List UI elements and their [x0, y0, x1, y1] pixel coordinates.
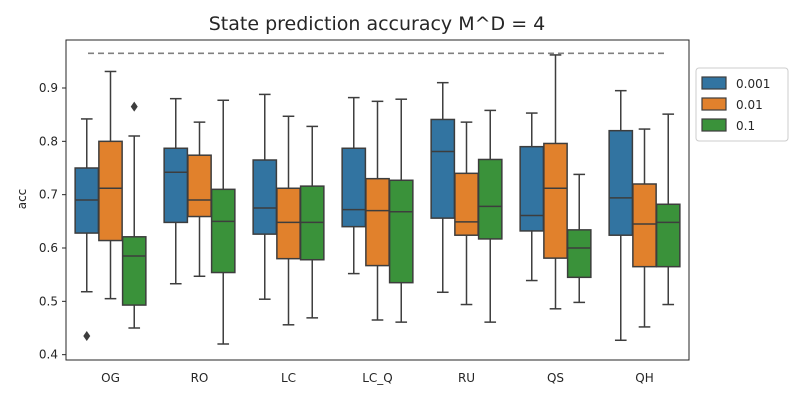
box-LC_Q-0.1 — [388, 98, 414, 323]
box-OG-0.001 — [74, 118, 100, 341]
outlier-point — [130, 101, 138, 112]
box-LC_Q-0.001 — [341, 96, 367, 275]
box-iqr — [121, 236, 147, 306]
box-iqr — [430, 118, 456, 219]
chart-title: State prediction accuracy M^D = 4 — [209, 13, 546, 35]
box-iqr — [187, 154, 212, 218]
x-tick-label: LC — [281, 371, 296, 385]
legend-swatch — [701, 118, 727, 132]
box-iqr — [98, 140, 123, 242]
box-iqr — [543, 142, 568, 259]
box-iqr — [365, 177, 390, 267]
box-QS-0.001 — [519, 112, 545, 282]
box-RU-0.1 — [477, 109, 503, 323]
y-tick-label: 0.4 — [39, 348, 58, 362]
box-iqr — [388, 179, 414, 284]
box-QH-0.1 — [655, 113, 681, 306]
box-iqr — [210, 188, 236, 274]
box-iqr — [655, 203, 681, 268]
legend-label: 0.01 — [736, 98, 763, 112]
x-tick-label: OG — [101, 371, 120, 385]
box-LC-0.001 — [252, 93, 278, 300]
box-iqr — [341, 147, 367, 228]
y-tick-label: 0.7 — [39, 188, 58, 202]
box-QS-0.1 — [566, 173, 592, 304]
y-tick-label: 0.6 — [39, 241, 58, 255]
x-tick-label: QH — [635, 371, 653, 385]
x-tick-label: LC_Q — [362, 371, 393, 385]
y-tick-label: 0.8 — [39, 134, 58, 148]
legend: 0.001 0.01 0.1 — [695, 67, 789, 142]
box-iqr — [632, 183, 657, 268]
box-iqr — [477, 158, 503, 240]
box-iqr — [454, 172, 479, 236]
box-RU-0.001 — [430, 81, 456, 294]
x-tick-label: RO — [191, 371, 209, 385]
box-LC-0.1 — [299, 125, 325, 319]
box-iqr — [252, 159, 278, 235]
box-iqr — [608, 129, 634, 236]
box-iqr — [566, 229, 592, 279]
box-LC-0.01 — [276, 115, 301, 326]
outlier-point — [83, 331, 91, 341]
x-tick-label: RU — [458, 371, 475, 385]
box-LC_Q-0.01 — [365, 100, 390, 321]
legend-label: 0.1 — [736, 119, 755, 133]
box-QH-0.001 — [608, 89, 634, 342]
box-QH-0.01 — [632, 128, 657, 328]
legend-swatch — [701, 97, 727, 111]
plot-area: 0.4 0.5 0.6 0.7 0.8 0.9 OG RO LC LC_Q RU QS QH — [39, 52, 681, 385]
box-QS-0.01 — [543, 54, 568, 310]
box-OG-0.1 — [121, 101, 147, 329]
box-iqr — [163, 147, 189, 224]
y-tick-label: 0.5 — [39, 294, 58, 308]
box-RO-0.1 — [210, 99, 236, 345]
x-tick-label: QS — [547, 371, 564, 385]
legend-swatch — [701, 76, 727, 90]
box-iqr — [519, 145, 545, 232]
box-iqr — [276, 187, 301, 260]
y-axis-label: acc — [15, 189, 29, 210]
plot-frame — [65, 39, 690, 361]
box-RO-0.001 — [163, 97, 189, 285]
legend-label: 0.001 — [736, 77, 770, 91]
box-OG-0.01 — [98, 70, 123, 300]
box-RU-0.01 — [454, 121, 479, 306]
y-tick-label: 0.9 — [39, 81, 58, 95]
box-RO-0.01 — [187, 121, 212, 278]
